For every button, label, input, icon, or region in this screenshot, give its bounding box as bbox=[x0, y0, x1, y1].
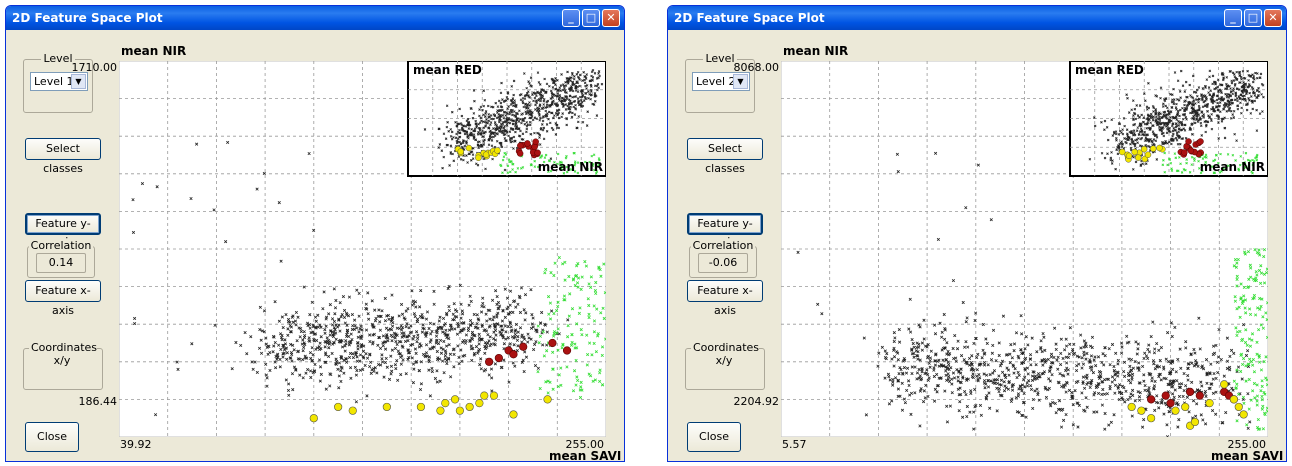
inset-plot-graphic bbox=[407, 61, 606, 177]
level-group: Level Level 1 ▼ bbox=[23, 52, 93, 113]
x-axis-label: mean SAVI bbox=[1211, 449, 1284, 462]
level-select-value: Level 2 bbox=[696, 75, 736, 88]
level-select[interactable]: Level 1 ▼ bbox=[30, 72, 88, 91]
x-max-label: 255.00 bbox=[1227, 438, 1267, 451]
inset-plot: mean RED mean NIR bbox=[1070, 61, 1268, 176]
window-title: 2D Feature Space Plot bbox=[674, 11, 825, 25]
close-window-button[interactable]: ✕ bbox=[1264, 9, 1282, 27]
feature-y-axis-button[interactable]: Feature y-axis bbox=[25, 213, 101, 248]
window-client: Level Level 2 ▼ Select classes Feature y… bbox=[671, 30, 1283, 461]
x-max-label: 255.00 bbox=[565, 438, 605, 451]
level-group: Level Level 2 ▼ bbox=[685, 52, 755, 113]
title-bar[interactable]: 2D Feature Space Plot _ □ ✕ bbox=[668, 6, 1286, 30]
inset-y-axis-label: mean RED bbox=[413, 63, 482, 77]
window-client: Level Level 1 ▼ Select classes Feature y… bbox=[9, 30, 621, 461]
y-axis-label: mean NIR bbox=[121, 44, 187, 58]
inset-x-axis-label: mean NIR bbox=[537, 160, 603, 174]
y-max-label: 1710.00 bbox=[71, 61, 118, 74]
select-classes-button[interactable]: Select classes bbox=[25, 138, 101, 175]
x-min-label: 5.57 bbox=[782, 438, 807, 451]
correlation-label: Correlation bbox=[690, 239, 756, 252]
coordinates-label: Coordinates x/y bbox=[690, 341, 760, 367]
feature-y-axis-button[interactable]: Feature y-axis bbox=[687, 213, 763, 248]
y-min-label: 2204.92 bbox=[733, 395, 780, 408]
correlation-label: Correlation bbox=[28, 239, 94, 252]
close-window-button[interactable]: ✕ bbox=[602, 9, 620, 27]
x-axis-label: mean SAVI bbox=[549, 449, 622, 462]
unclassified-points bbox=[131, 140, 570, 417]
feature-x-axis-button[interactable]: Feature x-axis bbox=[25, 280, 101, 317]
y-axis-label: mean NIR bbox=[783, 44, 849, 58]
inset-y-axis-label: mean RED bbox=[1075, 63, 1144, 77]
level-select[interactable]: Level 2 ▼ bbox=[692, 72, 750, 91]
chevron-down-icon[interactable]: ▼ bbox=[71, 74, 86, 89]
minimize-button[interactable]: _ bbox=[1224, 9, 1242, 27]
scatter-plot[interactable] bbox=[119, 61, 606, 437]
y-min-label: 186.44 bbox=[78, 395, 118, 408]
class-red-points bbox=[485, 338, 572, 366]
unclassified-points bbox=[796, 151, 1252, 437]
class-yellow-points bbox=[309, 391, 552, 423]
window-title: 2D Feature Space Plot bbox=[12, 11, 163, 25]
title-bar[interactable]: 2D Feature Space Plot _ □ ✕ bbox=[6, 6, 624, 30]
y-max-label: 8068.00 bbox=[733, 61, 780, 74]
close-button[interactable]: Close bbox=[25, 422, 79, 452]
inset-plot-graphic bbox=[1069, 61, 1268, 177]
correlation-group: Correlation -0.06 bbox=[689, 239, 757, 278]
coordinates-label: Coordinates x/y bbox=[28, 341, 98, 367]
class-green-points bbox=[536, 255, 606, 400]
class-yellow-points bbox=[1127, 380, 1248, 430]
scatter-plot[interactable] bbox=[781, 61, 1268, 437]
class-green-points bbox=[1232, 248, 1268, 431]
coordinates-group: Coordinates x/y bbox=[23, 341, 103, 390]
correlation-group: Correlation 0.14 bbox=[27, 239, 95, 278]
inset-x-axis-label: mean NIR bbox=[1199, 160, 1265, 174]
inset-plot: mean RED mean NIR bbox=[408, 61, 606, 176]
maximize-button[interactable]: □ bbox=[1244, 9, 1262, 27]
coordinates-group: Coordinates x/y bbox=[685, 341, 765, 390]
x-min-label: 39.92 bbox=[120, 438, 152, 451]
level-select-value: Level 1 bbox=[34, 75, 74, 88]
select-classes-button[interactable]: Select classes bbox=[687, 138, 763, 175]
correlation-value: 0.14 bbox=[36, 253, 86, 273]
correlation-value: -0.06 bbox=[698, 253, 748, 273]
maximize-button[interactable]: □ bbox=[582, 9, 600, 27]
level-group-label: Level bbox=[41, 52, 75, 65]
feature-space-window-2: 2D Feature Space Plot _ □ ✕ Level Level … bbox=[667, 5, 1287, 462]
feature-space-window-1: 2D Feature Space Plot _ □ ✕ Level Level … bbox=[5, 5, 625, 462]
chevron-down-icon[interactable]: ▼ bbox=[733, 74, 748, 89]
feature-x-axis-button[interactable]: Feature x-axis bbox=[687, 280, 763, 317]
close-button[interactable]: Close bbox=[687, 422, 741, 452]
minimize-button[interactable]: _ bbox=[562, 9, 580, 27]
level-group-label: Level bbox=[703, 52, 737, 65]
